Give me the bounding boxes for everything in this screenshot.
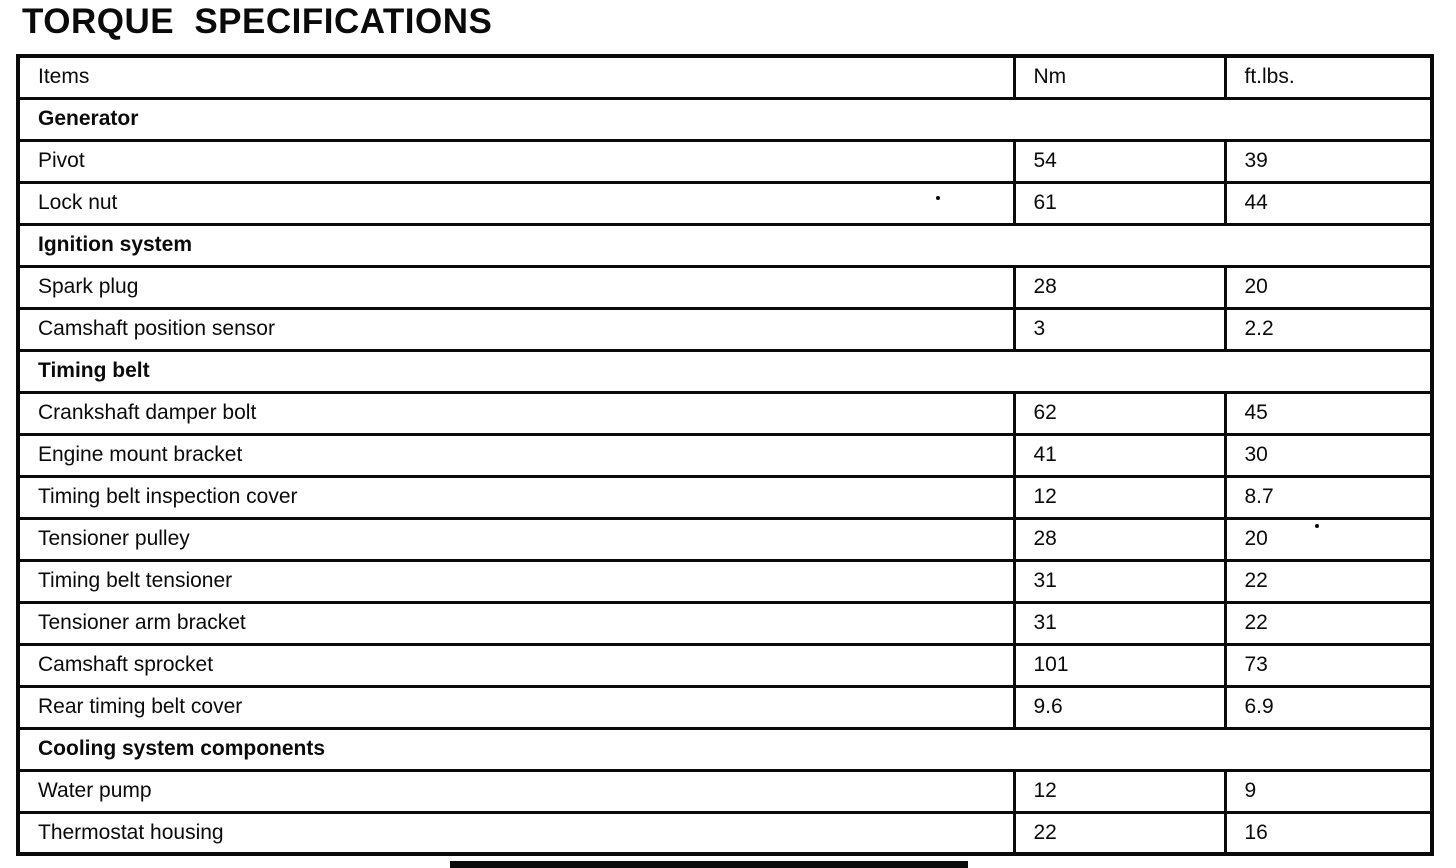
table-header-row: Items Nm ft.lbs. bbox=[16, 54, 1434, 100]
nm-cell: 62 bbox=[1012, 390, 1227, 436]
scan-speck bbox=[1315, 524, 1319, 528]
column-header-items: Items bbox=[16, 54, 1016, 100]
nm-cell: 61 bbox=[1012, 180, 1227, 226]
section-header-row: Ignition system bbox=[16, 222, 1434, 268]
ftlbs-cell: 20 bbox=[1223, 516, 1434, 562]
table-row: Camshaft position sensor 3 2.2 bbox=[16, 306, 1434, 352]
item-cell: Timing belt inspection cover bbox=[16, 474, 1016, 520]
section-header-ignition-system: Ignition system bbox=[16, 222, 1434, 268]
section-header-row: Timing belt bbox=[16, 348, 1434, 394]
table-row: Water pump 12 9 bbox=[16, 768, 1434, 814]
nm-cell: 31 bbox=[1012, 600, 1227, 646]
table-row: Timing belt inspection cover 12 8.7 bbox=[16, 474, 1434, 520]
nm-cell: 3 bbox=[1012, 306, 1227, 352]
ftlbs-cell: 45 bbox=[1223, 390, 1434, 436]
ftlbs-cell: 30 bbox=[1223, 432, 1434, 478]
nm-cell: 101 bbox=[1012, 642, 1227, 688]
section-header-cooling-system: Cooling system components bbox=[16, 726, 1434, 772]
table-row: Spark plug 28 20 bbox=[16, 264, 1434, 310]
ftlbs-cell: 2.2 bbox=[1223, 306, 1434, 352]
item-cell: Engine mount bracket bbox=[16, 432, 1016, 478]
nm-cell: 28 bbox=[1012, 264, 1227, 310]
nm-cell: 41 bbox=[1012, 432, 1227, 478]
item-cell: Thermostat housing bbox=[16, 810, 1016, 856]
item-cell: Tensioner arm bracket bbox=[16, 600, 1016, 646]
ftlbs-cell: 6.9 bbox=[1223, 684, 1434, 730]
ftlbs-cell: 39 bbox=[1223, 138, 1434, 184]
nm-cell: 31 bbox=[1012, 558, 1227, 604]
nm-cell: 12 bbox=[1012, 474, 1227, 520]
table-row: Engine mount bracket 41 30 bbox=[16, 432, 1434, 478]
table-row: Timing belt tensioner 31 22 bbox=[16, 558, 1434, 604]
ftlbs-cell: 44 bbox=[1223, 180, 1434, 226]
ftlbs-cell: 9 bbox=[1223, 768, 1434, 814]
item-cell: Timing belt tensioner bbox=[16, 558, 1016, 604]
column-header-ftlbs: ft.lbs. bbox=[1223, 54, 1434, 100]
table-row: Tensioner arm bracket 31 22 bbox=[16, 600, 1434, 646]
column-header-nm: Nm bbox=[1012, 54, 1227, 100]
nm-cell: 22 bbox=[1012, 810, 1227, 856]
item-cell: Pivot bbox=[16, 138, 1016, 184]
nm-cell: 28 bbox=[1012, 516, 1227, 562]
item-cell: Tensioner pulley bbox=[16, 516, 1016, 562]
page-title: TORQUE SPECIFICATIONS bbox=[22, 2, 493, 41]
ftlbs-cell: 8.7 bbox=[1223, 474, 1434, 520]
table-row: Thermostat housing 22 16 bbox=[16, 810, 1434, 856]
item-cell: Rear timing belt cover bbox=[16, 684, 1016, 730]
section-header-row: Cooling system components bbox=[16, 726, 1434, 772]
item-cell: Water pump bbox=[16, 768, 1016, 814]
nm-cell: 9.6 bbox=[1012, 684, 1227, 730]
table-row: Lock nut 61 44 bbox=[16, 180, 1434, 226]
ftlbs-cell: 22 bbox=[1223, 600, 1434, 646]
ftlbs-cell: 22 bbox=[1223, 558, 1434, 604]
table-row: Crankshaft damper bolt 62 45 bbox=[16, 390, 1434, 436]
nm-cell: 12 bbox=[1012, 768, 1227, 814]
scan-speck bbox=[936, 196, 940, 200]
table-row: Camshaft sprocket 101 73 bbox=[16, 642, 1434, 688]
item-cell: Camshaft position sensor bbox=[16, 306, 1016, 352]
torque-specifications-table: Items Nm ft.lbs. Generator Pivot 54 39 L… bbox=[16, 54, 1434, 856]
item-cell: Lock nut bbox=[16, 180, 1016, 226]
table-row: Rear timing belt cover 9.6 6.9 bbox=[16, 684, 1434, 730]
section-header-timing-belt: Timing belt bbox=[16, 348, 1434, 394]
nm-cell: 54 bbox=[1012, 138, 1227, 184]
section-header-row: Generator bbox=[16, 96, 1434, 142]
item-cell: Camshaft sprocket bbox=[16, 642, 1016, 688]
table-row: Pivot 54 39 bbox=[16, 138, 1434, 184]
section-header-generator: Generator bbox=[16, 96, 1434, 142]
item-cell: Crankshaft damper bolt bbox=[16, 390, 1016, 436]
item-cell: Spark plug bbox=[16, 264, 1016, 310]
table-row: Tensioner pulley 28 20 bbox=[16, 516, 1434, 562]
ftlbs-cell: 16 bbox=[1223, 810, 1434, 856]
next-block-top-border bbox=[450, 861, 968, 868]
ftlbs-cell: 73 bbox=[1223, 642, 1434, 688]
ftlbs-cell: 20 bbox=[1223, 264, 1434, 310]
